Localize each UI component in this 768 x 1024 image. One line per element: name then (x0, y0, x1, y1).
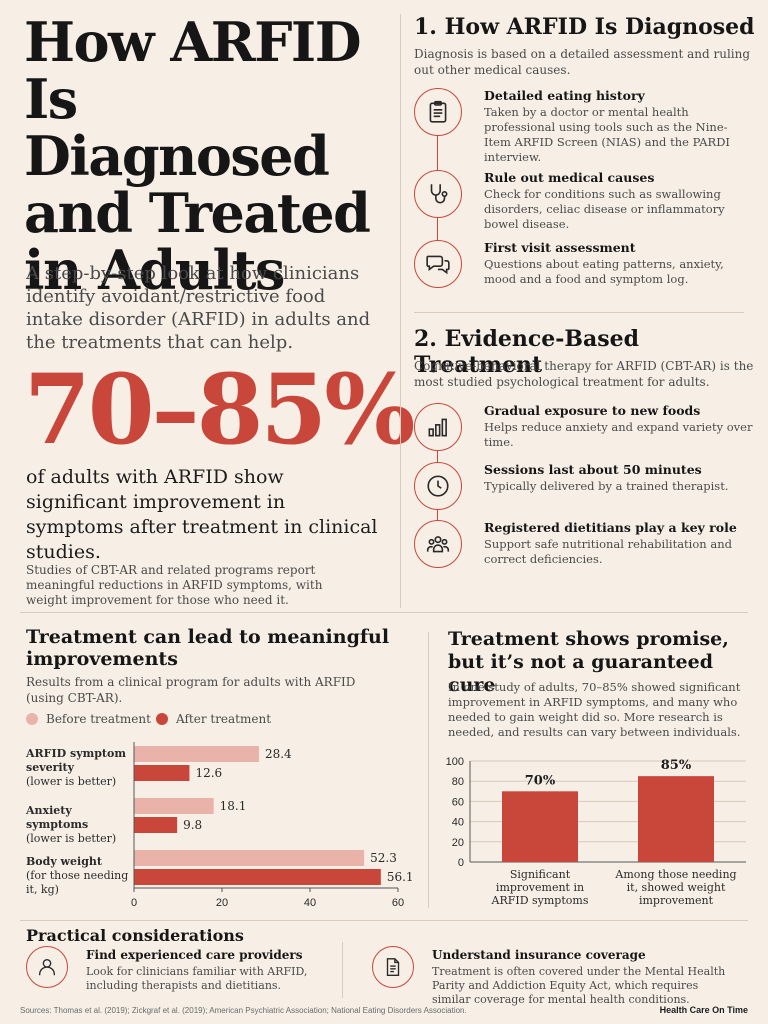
practical-item-title: Understand insurance coverage (432, 948, 646, 962)
x-tick-label: 20 (216, 897, 228, 909)
y-tick-label: 20 (452, 837, 464, 849)
item-text: Taken by a doctor or mental health profe… (484, 105, 730, 164)
item-text: Support safe nutritional rehabilitation … (484, 537, 732, 566)
sources-note: Sources: Thomas et al. (2019); Zickgraf … (20, 1006, 467, 1015)
category-label: Body weight (for those needing it, kg) (26, 855, 136, 897)
bar-value-label: 12.6 (195, 766, 222, 780)
bar-value-label: 28.4 (265, 747, 292, 761)
clipboard-icon (414, 88, 462, 136)
column-divider (400, 14, 401, 608)
y-tick-label: 100 (446, 756, 464, 768)
bar (638, 776, 714, 862)
category-label: ARFID symptom severity (lower is better) (26, 747, 136, 789)
x-tick-label: 40 (304, 897, 316, 909)
item-title: Detailed eating history (484, 88, 645, 103)
bottom-divider (20, 920, 748, 921)
treatment-desc: Cognitive-behavioral therapy for ARFID (… (414, 359, 754, 389)
chat-bubbles-icon (414, 240, 462, 288)
bar (502, 791, 578, 862)
bar-chart-desc: Results from a clinical program for adul… (26, 675, 356, 705)
legend-before-label: Before treatment (46, 712, 151, 726)
diagnosis-item-history: Detailed eating history Taken by a docto… (414, 88, 754, 164)
y-tick-label: 40 (452, 817, 464, 829)
practical-item-providers: Find experienced care providers Look for… (26, 946, 346, 998)
stethoscope-icon (414, 170, 462, 218)
brand-name: Health Care On Time (659, 1005, 748, 1015)
category-note: (lower is better) (26, 832, 117, 845)
bar-chart-title: Treatment can lead to meaningful improve… (26, 626, 390, 670)
practical-title: Practical considerations (26, 926, 244, 945)
promise-desc: In one study of adults, 70–85% showed si… (448, 680, 741, 739)
diagnosis-item-first-visit: First visit assessment Questions about e… (414, 240, 754, 296)
treatment-item-dietitians: Registered dietitians play a key role Su… (414, 520, 754, 576)
x-tick-label: 60 (392, 897, 404, 909)
bar-value-label: 52.3 (370, 851, 397, 865)
category-name: Body weight (26, 855, 102, 868)
bar-after (134, 869, 381, 885)
bar-value-label: 18.1 (220, 799, 247, 813)
y-tick-label: 0 (458, 857, 464, 869)
item-text: Questions about eating patterns, anxiety… (484, 257, 724, 286)
x-category-label: Among those needing it, showed weight impr… (614, 868, 736, 907)
category-note: (for those needing it, kg) (26, 869, 129, 896)
section-divider (414, 312, 744, 313)
y-tick-label: 60 (452, 796, 464, 808)
page-title: How ARFID Is Diagnosed and Treated in Ad… (24, 10, 371, 302)
item-title: Sessions last about 50 minutes (484, 462, 702, 477)
practical-item-title: Find experienced care providers (86, 948, 303, 962)
headline-stat-text: of adults with ARFID show significant im… (26, 466, 378, 563)
bar-after (134, 817, 178, 833)
bar-value-label: 56.1 (387, 870, 414, 884)
legend-after-swatch (156, 713, 168, 725)
people-group-icon (414, 520, 462, 568)
treatment-item-exposure: Gradual exposure to new foods Helps redu… (414, 403, 754, 459)
bar-before (134, 746, 259, 762)
bar-before (134, 850, 365, 866)
practical-item-insurance: Understand insurance coverage Treatment … (372, 946, 742, 1006)
category-note: (lower is better) (26, 775, 117, 788)
bar-chart-icon (414, 403, 462, 451)
bar-value-label: 70% (525, 773, 556, 788)
diagnosis-item-medical: Rule out medical causes Check for condit… (414, 170, 754, 231)
diagnosis-desc: Diagnosis is based on a detailed assessm… (414, 47, 751, 77)
item-text: Helps reduce anxiety and expand variety … (484, 420, 753, 449)
promise-title: Treatment shows promise, but it’s not a … (448, 628, 729, 696)
person-icon (26, 946, 68, 988)
item-text: Typically delivered by a trained therapi… (484, 479, 729, 493)
item-title: Gradual exposure to new foods (484, 403, 701, 418)
bottom-column-divider (428, 632, 429, 908)
legend-after-label: After treatment (176, 712, 272, 726)
document-icon (372, 946, 414, 988)
practical-item-text: Look for clinicians familiar with ARFID,… (86, 965, 308, 992)
practical-item-text: Treatment is often covered under the Men… (432, 965, 726, 1006)
headline-stat-note: Studies of CBT-AR and related programs r… (26, 563, 323, 607)
treatment-item-sessions: Sessions last about 50 minutes Typically… (414, 462, 754, 518)
x-tick-label: 0 (131, 897, 137, 909)
bar-after (134, 765, 190, 781)
bar-value-label: 85% (661, 758, 692, 773)
category-name: Anxiety symptoms (26, 804, 89, 831)
middle-divider (20, 612, 748, 613)
item-title: Rule out medical causes (484, 170, 655, 185)
item-title: First visit assessment (484, 240, 636, 255)
headline-stat: 70–85% (24, 353, 415, 466)
item-title: Registered dietitians play a key role (484, 520, 737, 535)
legend-before-swatch (26, 713, 38, 725)
legend-after: After treatment (156, 712, 271, 726)
clock-icon (414, 462, 462, 510)
treatment-title: 2. Evidence-Based Treatment (414, 326, 640, 378)
bar-value-label: 9.8 (183, 818, 202, 832)
page-subtitle: A step-by-step look at how clinicians id… (26, 263, 371, 353)
category-label: Anxiety symptoms (lower is better) (26, 804, 136, 846)
legend-before: Before treatment (26, 712, 151, 726)
category-name: ARFID symptom severity (26, 747, 126, 774)
practical-divider (342, 942, 343, 998)
item-text: Check for conditions such as swallowing … (484, 187, 725, 231)
diagnosis-title: 1. How ARFID Is Diagnosed (414, 14, 755, 40)
y-tick-label: 80 (452, 776, 464, 788)
bar-before (134, 798, 214, 814)
x-category-label: Significant improvement in ARFID symptoms (491, 868, 589, 907)
